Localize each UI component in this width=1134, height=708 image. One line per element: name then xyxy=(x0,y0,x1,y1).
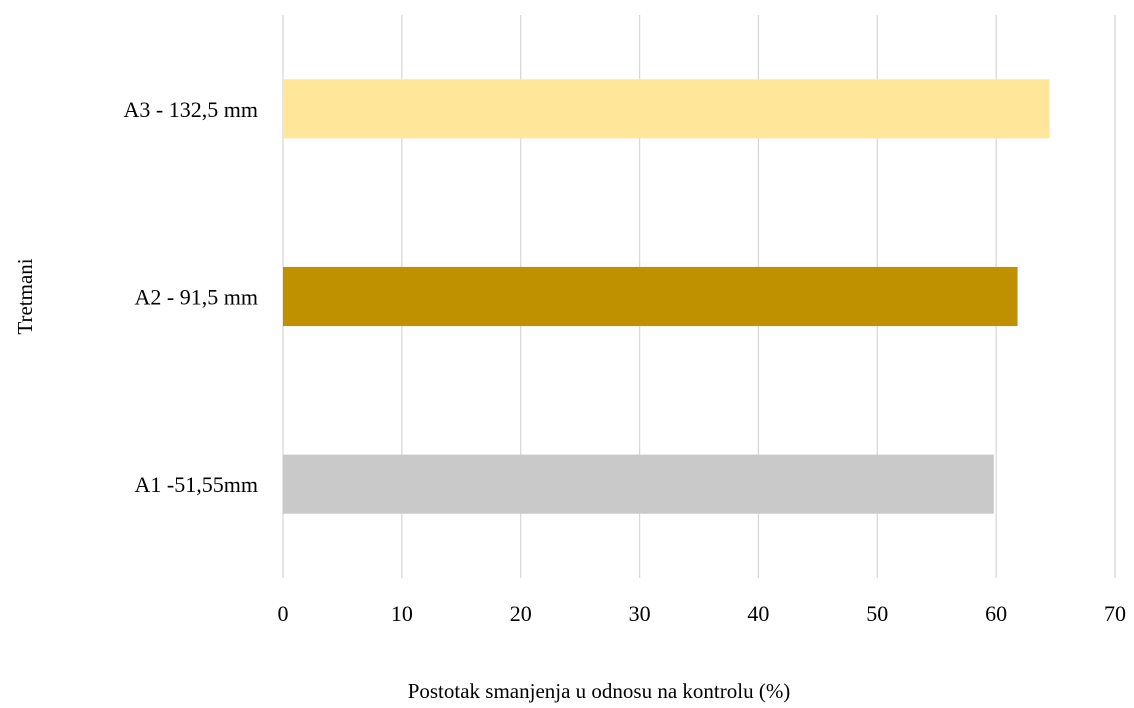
x-tick-label: 50 xyxy=(866,601,888,626)
x-tick-label: 30 xyxy=(629,601,651,626)
x-tick-labels: 0 10 20 30 40 50 60 70 xyxy=(278,601,1127,626)
x-tick-label: 60 xyxy=(985,601,1007,626)
bars xyxy=(283,79,1050,514)
bar-1 xyxy=(283,454,994,514)
category-label: A3 - 132,5 mm xyxy=(124,97,258,122)
x-tick-label: 0 xyxy=(278,601,289,626)
x-tick-label: 10 xyxy=(391,601,413,626)
category-labels: A1 -51,55mm A2 - 91,5 mm A3 - 132,5 mm xyxy=(124,97,258,497)
category-label: A1 -51,55mm xyxy=(135,472,258,497)
y-axis-title: Tretmani xyxy=(13,258,37,334)
x-tick-label: 70 xyxy=(1104,601,1126,626)
x-tick-label: 20 xyxy=(510,601,532,626)
bar-2 xyxy=(283,266,1018,327)
x-axis-title: Postotak smanjenja u odnosu na kontrolu … xyxy=(408,679,791,703)
bar-3 xyxy=(283,79,1050,139)
x-tick-label: 40 xyxy=(747,601,769,626)
category-label: A2 - 91,5 mm xyxy=(135,285,258,310)
